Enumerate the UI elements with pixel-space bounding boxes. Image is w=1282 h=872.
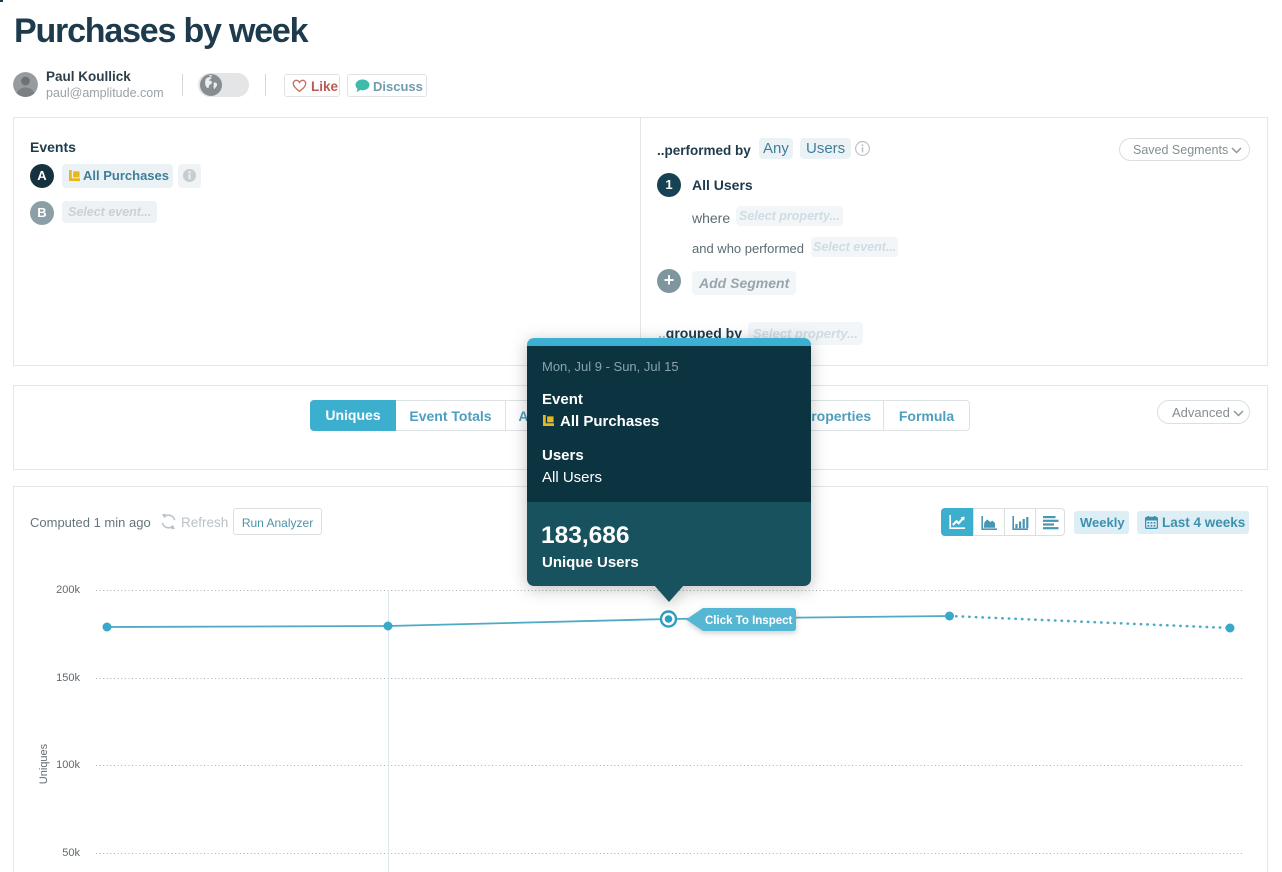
svg-text:Click To Inspect: Click To Inspect xyxy=(705,615,793,627)
